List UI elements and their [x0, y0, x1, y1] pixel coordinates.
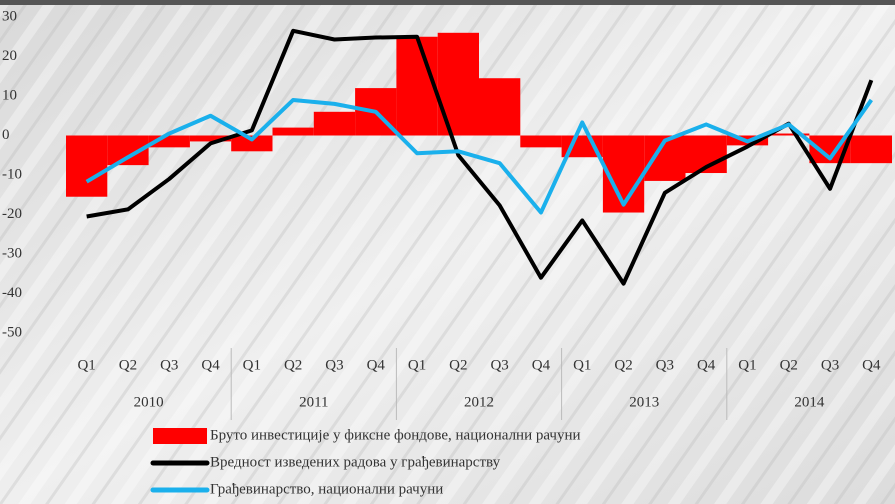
line [85, 97, 873, 215]
x-tick-label: Q3 [656, 357, 674, 373]
x-tick-label: Q1 [243, 357, 261, 373]
x-tick-label: Q2 [449, 357, 467, 373]
y-tick-label: -20 [2, 206, 22, 222]
y-tick-label: 20 [2, 48, 17, 64]
bar [520, 135, 562, 148]
x-tick-label: Q4 [201, 357, 220, 373]
x-group-label: 2010 [134, 394, 164, 410]
y-tick-label: 10 [2, 87, 17, 103]
x-tick-label: Q4 [862, 357, 881, 373]
x-tick-label: Q1 [573, 357, 591, 373]
x-tick-label: Q2 [780, 357, 798, 373]
x-tick-label: Q3 [160, 357, 178, 373]
bar [396, 36, 438, 136]
x-tick-label: Q3 [490, 357, 508, 373]
bar [850, 135, 892, 164]
y-tick-label: -50 [2, 324, 22, 340]
y-tick-label: -30 [2, 245, 22, 261]
legend-label: Грађевинарство, национални рачуни [210, 481, 443, 497]
x-group-label: 2011 [299, 394, 328, 410]
bar [66, 135, 108, 197]
top-band [0, 0, 895, 5]
x-tick-label: Q1 [738, 357, 756, 373]
x-group-label: 2014 [794, 394, 825, 410]
y-tick-label: -10 [2, 166, 22, 182]
y-tick-label: 30 [2, 8, 17, 24]
legend-swatch [153, 428, 207, 444]
bar [148, 135, 190, 148]
bar [479, 78, 521, 136]
x-tick-label: Q3 [821, 357, 839, 373]
x-tick-label: Q4 [367, 357, 386, 373]
x-tick-label: Q4 [532, 357, 551, 373]
bar [437, 32, 479, 136]
legend-label: Вредност изведених радова у грађевинарст… [210, 454, 501, 470]
bar [313, 111, 356, 136]
x-tick-label: Q2 [284, 357, 302, 373]
x-tick-label: Q1 [408, 357, 426, 373]
x-group-label: 2012 [464, 394, 494, 410]
x-tick-label: Q1 [77, 357, 95, 373]
x-tick-label: Q2 [119, 357, 137, 373]
x-tick-label: Q3 [325, 357, 343, 373]
bar [189, 135, 232, 142]
x-tick-label: Q2 [614, 357, 632, 373]
bar [231, 135, 273, 152]
bar [272, 127, 314, 136]
line [86, 28, 874, 286]
legend-label: Бруто инвестиције у фиксне фондове, наци… [210, 427, 581, 443]
x-group-label: 2013 [629, 394, 659, 410]
y-tick-label: 0 [2, 127, 10, 143]
bar [768, 133, 810, 136]
y-tick-label: -40 [2, 285, 22, 301]
x-tick-label: Q4 [697, 357, 716, 373]
